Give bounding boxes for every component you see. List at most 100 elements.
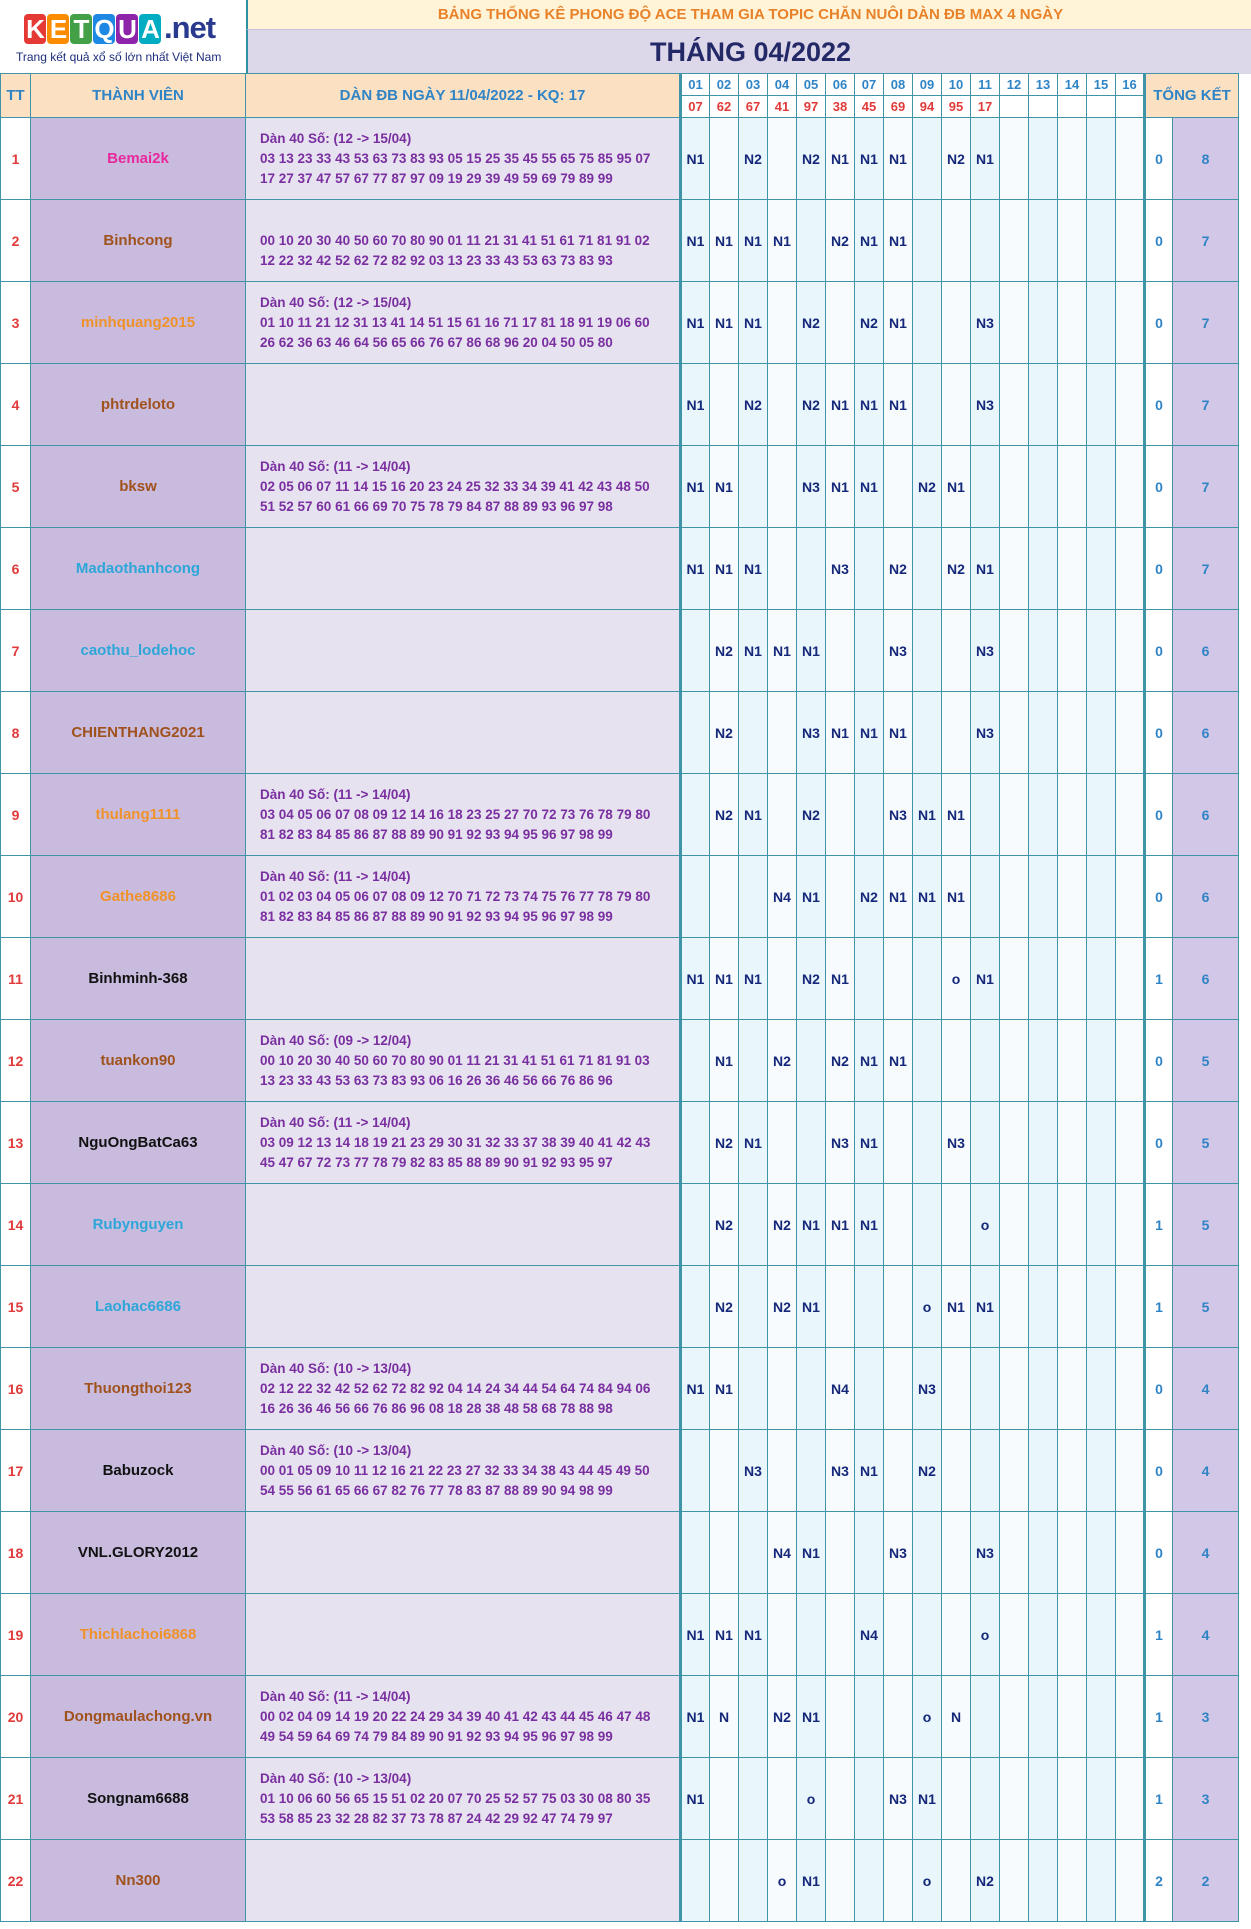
member-name[interactable]: tuankon90 (30, 1019, 246, 1102)
day-cell (941, 281, 971, 364)
dan-line: 81 82 83 84 85 86 87 88 89 90 91 92 93 9… (260, 908, 613, 924)
day-cell: N1 (825, 117, 855, 200)
table-row: 18 VNL.GLORY2012 N4 N1 N3 N3 0 4 (0, 1511, 1239, 1594)
day-cell (738, 1511, 768, 1594)
day-cell (767, 1757, 797, 1840)
day-cell (999, 281, 1029, 364)
summary-count-b: 4 (1172, 1429, 1239, 1512)
member-name[interactable]: Nn300 (30, 1839, 246, 1922)
table-row: 14 Rubynguyen N2 N2 N1 N1 N1 o 1 5 (0, 1183, 1239, 1266)
member-name[interactable]: caothu_lodehoc (30, 609, 246, 692)
day-cell (970, 1429, 1000, 1512)
day-cell: N1 (709, 1593, 739, 1676)
row-number: 12 (0, 1019, 31, 1102)
day-cell (970, 1101, 1000, 1184)
day-cell (796, 1019, 826, 1102)
day-cell: N1 (912, 1757, 942, 1840)
day-cell: N1 (883, 691, 913, 774)
row-number: 22 (0, 1839, 31, 1922)
member-name[interactable]: minhquang2015 (30, 281, 246, 364)
member-name[interactable]: NguOngBatCa63 (30, 1101, 246, 1184)
table-row: 20 Dongmaulachong.vn Dàn 40 Số: (11 -> 14/… (0, 1675, 1239, 1758)
day-cell: N1 (709, 937, 739, 1020)
dan-line: Dàn 40 Số: (11 -> 14/04) (260, 1114, 411, 1130)
day-cell (941, 1757, 971, 1840)
member-name[interactable]: Thuongthoi123 (30, 1347, 246, 1430)
col-header-tt: TT (0, 73, 31, 118)
day-cell (1028, 1265, 1058, 1348)
row-number: 6 (0, 527, 31, 610)
day-cell (1028, 199, 1058, 282)
day-cell (1115, 1511, 1145, 1594)
member-name[interactable]: Binhminh-368 (30, 937, 246, 1020)
summary-count-b: 6 (1172, 855, 1239, 938)
member-name[interactable]: Babuzock (30, 1429, 246, 1512)
day-cell (883, 1265, 913, 1348)
result-header: 17 (970, 95, 1000, 118)
member-name[interactable]: VNL.GLORY2012 (30, 1511, 246, 1594)
day-cell: N1 (825, 363, 855, 446)
member-name[interactable]: Binhcong (30, 199, 246, 282)
day-cell (679, 1511, 710, 1594)
day-cell: o (970, 1183, 1000, 1266)
ketqua-logo[interactable]: K E T Q U A .net Trang kết quả xổ số lớn nhất … (0, 0, 245, 72)
day-cell: N2 (796, 363, 826, 446)
row-number: 17 (0, 1429, 31, 1512)
member-name[interactable]: Laohac6686 (30, 1265, 246, 1348)
dan-cell (245, 527, 681, 610)
member-name[interactable]: Songnam6688 (30, 1757, 246, 1840)
day-cell (941, 363, 971, 446)
summary-count-b: 5 (1172, 1265, 1239, 1348)
day-cell (999, 1429, 1029, 1512)
day-cell (709, 1429, 739, 1512)
result-header: 38 (825, 95, 855, 118)
day-cell: N2 (738, 117, 768, 200)
day-cell (1028, 773, 1058, 856)
day-cell (941, 1511, 971, 1594)
day-cell: o (970, 1593, 1000, 1676)
day-cell (941, 1593, 971, 1676)
day-cell (1086, 199, 1116, 282)
day-cell: N2 (709, 1265, 739, 1348)
day-cell (767, 363, 797, 446)
summary-count-a: 0 (1143, 281, 1173, 364)
day-cell (883, 1429, 913, 1512)
day-cell: N1 (941, 855, 971, 938)
day-cell (1086, 1675, 1116, 1758)
member-name[interactable]: Bemai2k (30, 117, 246, 200)
day-cell (1086, 1429, 1116, 1512)
day-cell: N1 (796, 1265, 826, 1348)
day-cell: N2 (709, 609, 739, 692)
member-name[interactable]: Dongmaulachong.vn (30, 1675, 246, 1758)
member-name[interactable]: CHIENTHANG2021 (30, 691, 246, 774)
member-name[interactable]: Madaothanhcong (30, 527, 246, 610)
day-cell: N3 (883, 1757, 913, 1840)
day-cell (1115, 199, 1145, 282)
day-cell (825, 1265, 855, 1348)
day-cell (999, 1511, 1029, 1594)
day-cell: N1 (709, 527, 739, 610)
day-cell (912, 609, 942, 692)
dan-line: 17 27 37 47 57 67 77 87 97 09 19 29 39 4… (260, 170, 613, 186)
member-name[interactable]: phtrdeloto (30, 363, 246, 446)
table-row: 8 CHIENTHANG2021 N2 N3 N1 N1 N1 N3 0 6 (0, 691, 1239, 774)
summary-count-a: 1 (1143, 937, 1173, 1020)
member-name[interactable]: Thichlachoi6868 (30, 1593, 246, 1676)
day-header: 05 (796, 73, 826, 96)
member-name[interactable]: bksw (30, 445, 246, 528)
day-cell: N1 (796, 1511, 826, 1594)
dan-cell: Dàn 40 Số: (11 -> 14/04) 02 05 06 07 11 1… (245, 445, 681, 528)
day-cell: N1 (709, 199, 739, 282)
day-cell (1086, 1101, 1116, 1184)
member-name[interactable]: Gathe8686 (30, 855, 246, 938)
day-cell (970, 773, 1000, 856)
day-cell (1057, 1019, 1087, 1102)
member-name[interactable]: Rubynguyen (30, 1183, 246, 1266)
dan-line: 03 04 05 06 07 08 09 12 14 16 18 23 25 2… (260, 806, 651, 822)
member-name[interactable]: thulang1111 (30, 773, 246, 856)
day-cell (854, 1511, 884, 1594)
day-cell (1086, 1757, 1116, 1840)
day-cell (999, 363, 1029, 446)
day-cell: N3 (970, 609, 1000, 692)
day-cell: N1 (738, 773, 768, 856)
